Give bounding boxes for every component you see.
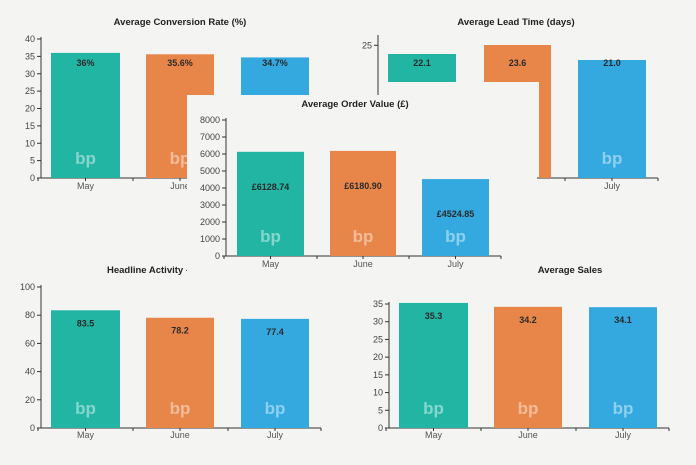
sales-title: Average Sales [538, 265, 603, 276]
ordervalue-title: Average Order Value (£) [301, 99, 408, 110]
ordervalue-category-label: July [447, 259, 464, 269]
conversion-value-label: 34.7% [262, 58, 288, 68]
bp-logo: bp [423, 399, 444, 418]
ordervalue-y-tick-label: 1000 [200, 234, 220, 244]
ordervalue-y-tick-label: 6000 [200, 149, 220, 159]
sales-category-label: July [615, 430, 632, 440]
ordervalue-bar-may [237, 151, 304, 256]
headline-value-label: 83.5 [77, 318, 95, 328]
headline-title: Headline Activity - [107, 265, 189, 276]
headline-bar-june [146, 317, 214, 428]
leadtime-bar-july [578, 60, 646, 178]
headline-category-label: July [267, 430, 284, 440]
conversion-value-label: 36% [76, 58, 94, 68]
ordervalue-y-tick-label: 2000 [200, 217, 220, 227]
ordervalue-value-label: £6180.90 [344, 181, 382, 191]
sales-value-label: 34.2 [519, 315, 537, 325]
leadtime-value-label: 21.0 [603, 58, 621, 68]
bp-logo: bp [602, 149, 623, 168]
headline-category-label: June [170, 430, 190, 440]
conversion-category-label: June [170, 181, 190, 191]
leadtime-category-label: July [604, 181, 621, 191]
headline-value-label: 78.2 [171, 326, 189, 336]
leadtime-title: Average Lead Time (days) [457, 17, 574, 28]
ordervalue-y-tick-label: 5000 [200, 166, 220, 176]
leadtime-y-tick-label: 25 [362, 40, 372, 50]
bp-logo: bp [353, 227, 374, 246]
ordervalue-value-label: £6128.74 [252, 182, 290, 192]
bp-logo: bp [613, 399, 634, 418]
ordervalue-y-tick-label: 0 [215, 251, 220, 261]
bp-logo: bp [445, 227, 466, 246]
conversion-y-tick-label: 15 [25, 121, 35, 131]
conversion-bar-may [51, 52, 120, 178]
sales-category-label: May [425, 430, 443, 440]
ordervalue-chart: Average Order Value (£) 0 1000 2000 3000 4000… [187, 95, 537, 277]
conversion-title: Average Conversion Rate (%) [114, 17, 247, 28]
sales-category-label: June [518, 430, 538, 440]
conversion-y-tick-label: 0 [30, 173, 35, 183]
bp-logo: bp [260, 227, 281, 246]
sales-chart: Average Sales 0 5 10 15 20 25 30 35 35.3 bp May 34.2… [373, 265, 670, 440]
sales-bar-july [589, 307, 657, 428]
headline-value-label: 77.4 [266, 327, 284, 337]
sales-y-tick-label: 0 [378, 423, 383, 433]
sales-bar-may [399, 302, 468, 428]
conversion-y-tick-label: 35 [25, 51, 35, 61]
conversion-y-tick-label: 25 [25, 86, 35, 96]
ordervalue-bar-june [330, 150, 396, 256]
sales-y-tick-label: 30 [373, 317, 383, 327]
sales-value-label: 35.3 [425, 311, 443, 321]
ordervalue-bar-july [422, 179, 489, 256]
bp-logo: bp [265, 399, 286, 418]
ordervalue-category-label: May [262, 259, 280, 269]
leadtime-bar-may [388, 54, 456, 82]
sales-y-tick-label: 35 [373, 299, 383, 309]
sales-y-tick-label: 10 [373, 388, 383, 398]
headline-bar-july [241, 318, 309, 428]
sales-y-tick-label: 20 [373, 352, 383, 362]
headline-y-tick-label: 60 [25, 338, 35, 348]
headline-y-tick-label: 40 [25, 367, 35, 377]
leadtime-bar-june-tail [539, 45, 551, 178]
ordervalue-value-label: £4524.85 [437, 209, 475, 219]
bp-logo: bp [170, 399, 191, 418]
headline-bar-may [51, 310, 120, 428]
ordervalue-y-tick-label: 4000 [200, 183, 220, 193]
leadtime-chart: Average Lead Time (days)202522.123.6bp21… [362, 17, 659, 191]
conversion-y-tick-label: 30 [25, 69, 35, 79]
sales-y-tick-label: 15 [373, 370, 383, 380]
conversion-y-tick-label: 40 [25, 34, 35, 44]
bp-logo: bp [75, 149, 96, 168]
conversion-y-tick-label: 5 [30, 156, 35, 166]
headline-y-tick-label: 80 [25, 310, 35, 320]
leadtime-value-label: 22.1 [413, 58, 431, 68]
leadtime-value-label: 23.6 [509, 58, 527, 68]
conversion-y-tick-label: 10 [25, 138, 35, 148]
headline-y-tick-label: 20 [25, 395, 35, 405]
ordervalue-y-tick-label: 3000 [200, 200, 220, 210]
conversion-category-label: May [77, 181, 95, 191]
conversion-value-label: 35.6% [167, 58, 193, 68]
headline-y-tick-label: 0 [30, 423, 35, 433]
sales-bar-june [494, 306, 562, 428]
sales-y-tick-label: 25 [373, 334, 383, 344]
conversion-y-tick-label: 20 [25, 104, 35, 114]
ordervalue-y-tick-label: 8000 [200, 115, 220, 125]
ordervalue-category-label: June [353, 259, 373, 269]
headline-chart: Headline Activity - 0 20 40 60 80 100 83.5 bp May… [20, 265, 322, 440]
sales-value-label: 34.1 [614, 315, 632, 325]
bp-logo: bp [518, 399, 539, 418]
bp-logo: bp [75, 399, 96, 418]
headline-category-label: May [77, 430, 95, 440]
sales-y-tick-label: 5 [378, 405, 383, 415]
ordervalue-y-tick-label: 7000 [200, 132, 220, 142]
headline-y-tick-label: 100 [20, 282, 35, 292]
bp-logo: bp [170, 149, 191, 168]
